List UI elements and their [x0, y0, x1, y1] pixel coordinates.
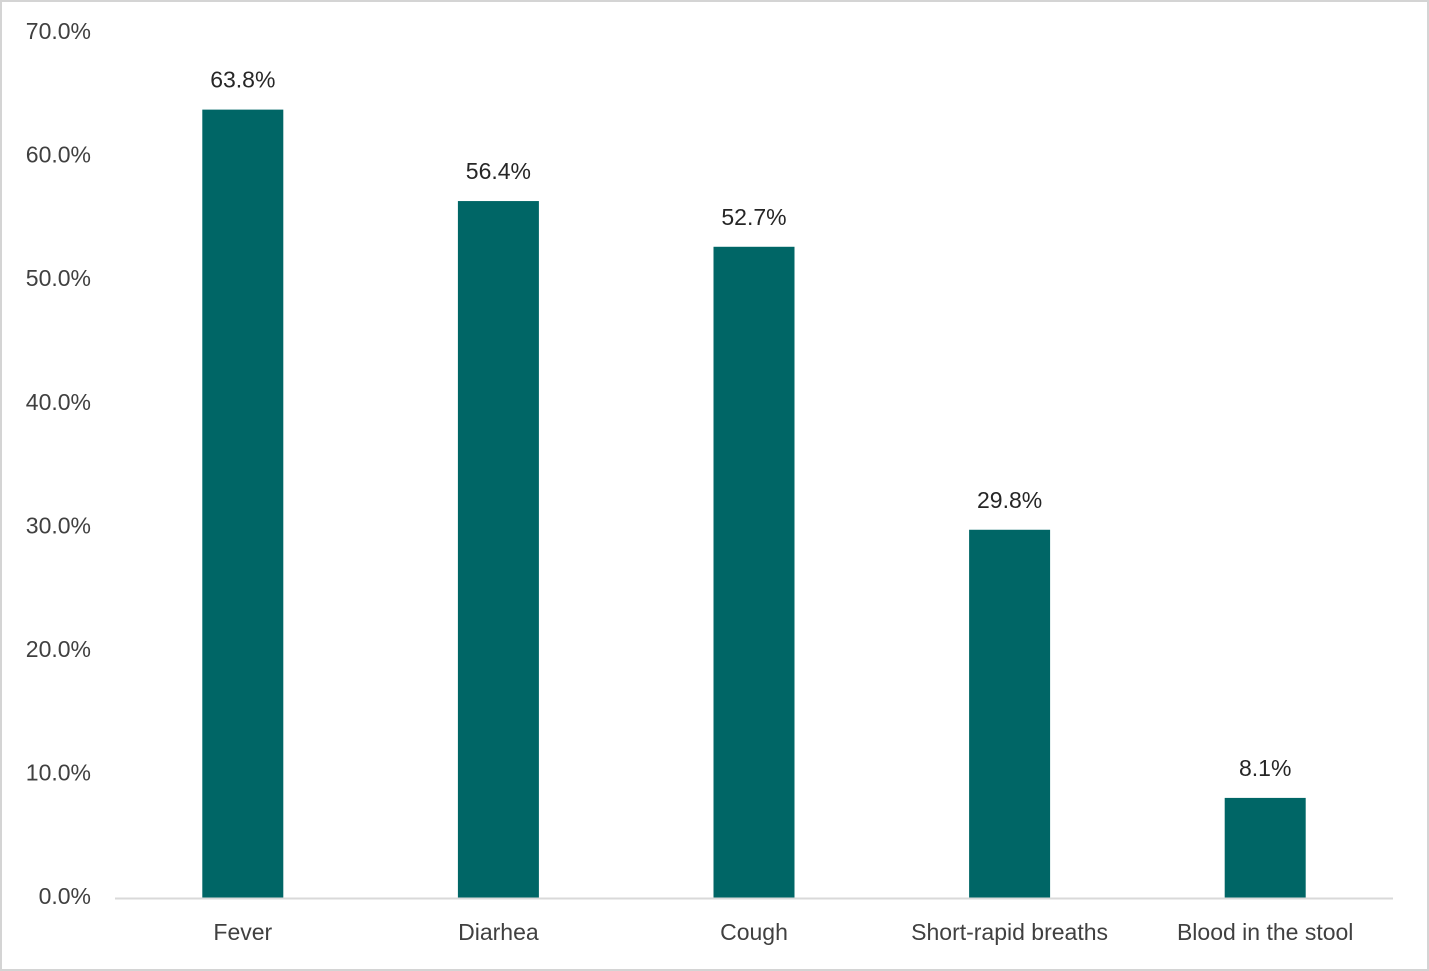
bar-value-label: 29.8% — [977, 487, 1042, 513]
bar — [202, 109, 284, 899]
x-tick-label: Short-rapid breaths — [911, 919, 1108, 945]
y-tick-label: 40.0% — [26, 389, 91, 415]
y-tick-label: 20.0% — [26, 636, 91, 662]
y-tick-label: 60.0% — [26, 142, 91, 168]
bar — [713, 246, 795, 898]
bar-value-label: 56.4% — [466, 158, 531, 184]
x-tick-label: Fever — [213, 919, 272, 945]
bar — [1224, 797, 1306, 898]
bar-value-label: 52.7% — [721, 204, 786, 230]
y-axis-tick-labels: 0.0% 10.0% 20.0% 30.0% 40.0% 50.0% 60.0% 70.0% — [26, 18, 91, 909]
y-tick-label: 50.0% — [26, 265, 91, 291]
x-axis-tick-labels: Fever Diarhea Cough Short-rapid breaths Bloo… — [213, 919, 1353, 945]
y-tick-label: 10.0% — [26, 760, 91, 786]
x-tick-label: Cough — [720, 919, 788, 945]
y-tick-label: 70.0% — [26, 18, 91, 44]
bar — [457, 201, 539, 899]
x-tick-label: Diarhea — [458, 919, 539, 945]
y-tick-label: 0.0% — [39, 883, 91, 909]
bar-value-label: 8.1% — [1239, 755, 1291, 781]
bars — [202, 109, 1306, 899]
bar-value-label: 63.8% — [210, 67, 275, 93]
data-labels: 63.8% 56.4% 52.7% 29.8% 8.1% — [210, 67, 1291, 781]
bar — [969, 529, 1051, 898]
x-tick-label: Blood in the stool — [1177, 919, 1353, 945]
y-tick-label: 30.0% — [26, 512, 91, 538]
